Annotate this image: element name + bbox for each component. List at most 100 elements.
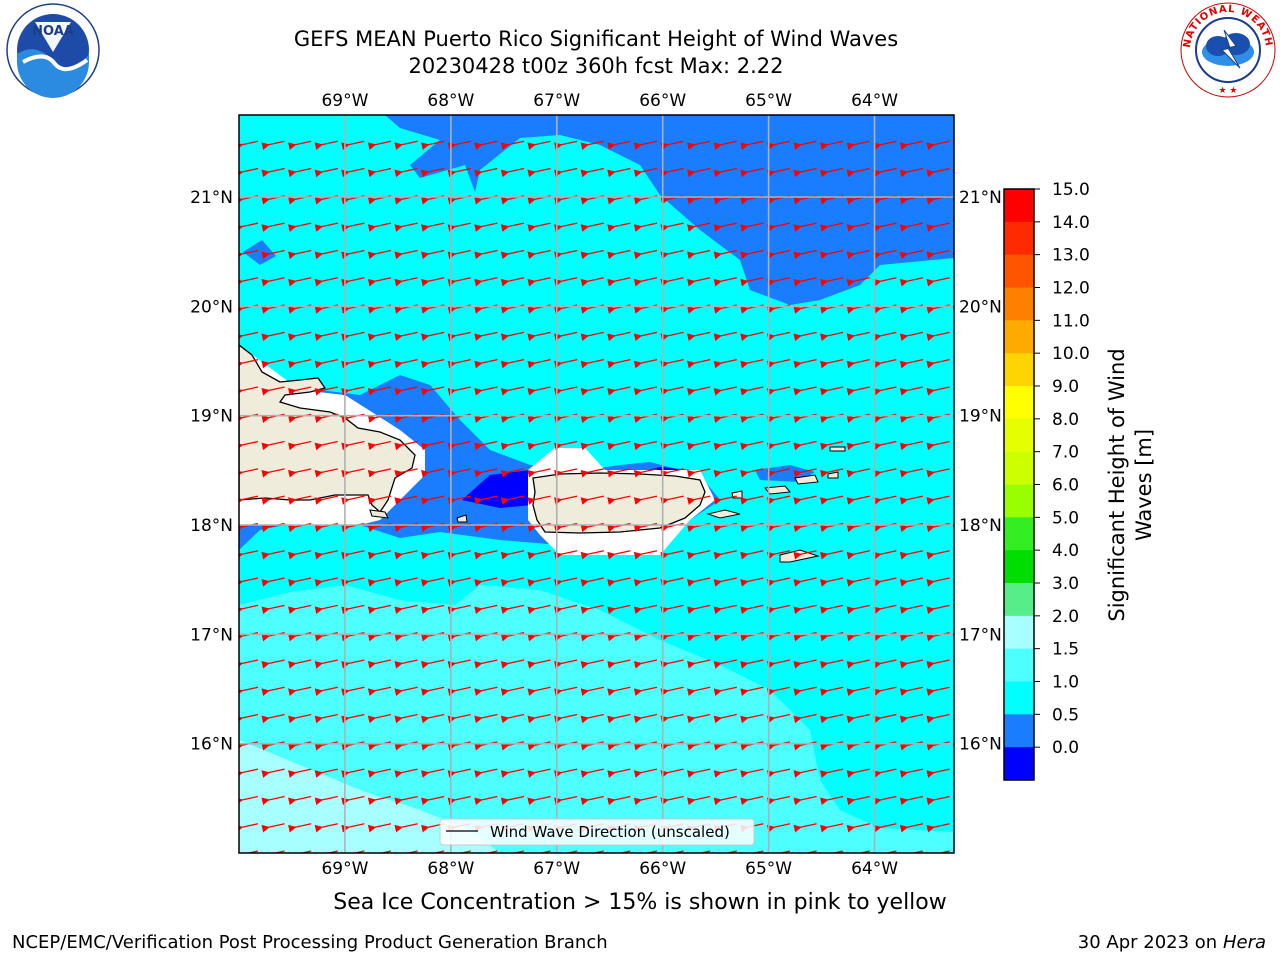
- wave-arrow: [740, 331, 764, 342]
- wave-arrow: [633, 686, 658, 696]
- wave-arrow: [740, 686, 764, 696]
- wave-arrow: [447, 768, 471, 778]
- wave-arrow: [926, 222, 950, 232]
- wave-arrow: [793, 604, 817, 615]
- wave-arrow: [633, 604, 658, 615]
- wave-arrow: [873, 659, 897, 669]
- wave-arrow: [820, 713, 844, 724]
- wave-arrow: [239, 686, 259, 696]
- wave-arrow: [687, 686, 711, 696]
- wave-arrow: [766, 713, 791, 724]
- wave-arrow: [367, 468, 392, 478]
- colorbar-label-line-1: Significant Height of Wind: [1105, 348, 1129, 621]
- wave-arrow: [527, 604, 551, 615]
- wave-arrow: [527, 440, 551, 451]
- wave-arrow: [766, 140, 791, 150]
- wave-arrow: [341, 359, 365, 369]
- wave-arrow: [341, 768, 365, 778]
- wave-arrow: [740, 359, 764, 369]
- wave-arrow: [740, 277, 764, 287]
- wave-arrow: [740, 577, 764, 587]
- wave-arrow: [288, 577, 312, 587]
- wave-arrow: [239, 713, 259, 724]
- wave-arrow: [846, 359, 870, 369]
- wave-arrow: [314, 768, 338, 778]
- wave-arrow: [846, 277, 870, 287]
- wave-arrow: [500, 440, 525, 451]
- wave-arrow: [846, 222, 870, 232]
- wave-arrow: [421, 495, 445, 505]
- wave-arrow: [261, 222, 285, 232]
- wave-arrow: [580, 249, 604, 260]
- wave-arrow: [713, 331, 737, 342]
- wave-arrow: [474, 440, 498, 451]
- wave-arrow: [926, 495, 950, 505]
- wave-arrow: [793, 495, 817, 505]
- wave-arrow: [713, 222, 737, 232]
- wave-arrow: [288, 823, 312, 833]
- wave-arrow: [660, 659, 684, 669]
- wave-arrow: [239, 331, 259, 342]
- wave-arrow: [660, 249, 684, 260]
- wave-arrow: [527, 495, 551, 505]
- lat-label-left-5: 16°N: [190, 735, 233, 755]
- footer-date: 30 Apr 2023 on Hera: [1078, 932, 1266, 953]
- wave-arrow: [660, 440, 684, 451]
- lon-label-top-4: 65°W: [745, 91, 792, 111]
- wave-arrow: [713, 768, 737, 778]
- wave-arrow: [288, 359, 312, 369]
- wave-arrow: [687, 386, 711, 396]
- wave-arrow: [288, 795, 312, 806]
- wave-arrow: [926, 659, 950, 669]
- wave-arrow: [926, 249, 950, 260]
- wave-height-map: 69°W 69°W 68°W 68°W 67°W 67°W 66°W 66°W 65°W 65°W…: [190, 91, 1156, 879]
- wave-arrow: [899, 167, 924, 178]
- wave-arrow: [687, 140, 711, 150]
- wave-arrow: [793, 249, 817, 260]
- colorbar-segment-13: [1004, 615, 1034, 650]
- wave-arrow: [554, 468, 578, 478]
- wave-arrow: [500, 359, 525, 369]
- wave-arrow: [261, 167, 285, 178]
- wave-arrow: [846, 768, 870, 778]
- wave-arrow: [367, 440, 392, 451]
- wave-arrow: [846, 686, 870, 696]
- wave-arrow: [820, 277, 844, 287]
- wave-arrow: [447, 550, 471, 560]
- wave-arrow: [394, 659, 418, 669]
- wave-arrow: [261, 359, 285, 369]
- wave-arrow: [314, 823, 338, 833]
- sea-ice-caption: Sea Ice Concentration > 15% is shown in …: [333, 890, 947, 915]
- wave-arrow: [474, 604, 498, 615]
- wave-arrow: [873, 823, 897, 833]
- wave-arrow: [740, 167, 764, 178]
- wave-arrow: [873, 768, 897, 778]
- wave-arrow: [820, 468, 844, 478]
- lat-label-right-0: 21°N: [959, 188, 1002, 208]
- wave-arrow: [820, 359, 844, 369]
- wave-arrow: [873, 222, 897, 232]
- wave-band-0.5-1.0-north: [385, 115, 954, 305]
- wave-arrow: [740, 795, 764, 806]
- colorbar-tick-label-9: 6.0: [1052, 476, 1079, 496]
- footer-host: Hera: [1222, 932, 1266, 953]
- wave-arrow: [394, 386, 418, 396]
- wave-arrow: [713, 550, 737, 560]
- wave-arrow: [793, 277, 817, 287]
- wave-arrow: [899, 823, 924, 833]
- wave-arrow: [367, 768, 392, 778]
- wave-arrow: [607, 768, 631, 778]
- wave-arrow: [633, 713, 658, 724]
- colorbar: 15.0 14.0 13.0 12.0 11.0 10.0 9.0 8.0 7.0 6.0 5.0 4…: [1003, 180, 1090, 781]
- wave-arrow: [500, 713, 525, 724]
- wave-arrow: [899, 386, 924, 396]
- wave-arrow: [607, 577, 631, 587]
- wave-arrow: [394, 577, 418, 587]
- wave-arrow: [474, 249, 498, 260]
- wave-arrow: [421, 713, 445, 724]
- colorbar-segment-8: [1004, 451, 1034, 485]
- wave-arrow: [500, 795, 525, 806]
- wave-arrow: [288, 140, 312, 150]
- wave-arrow: [846, 440, 870, 451]
- wave-arrow: [687, 795, 711, 806]
